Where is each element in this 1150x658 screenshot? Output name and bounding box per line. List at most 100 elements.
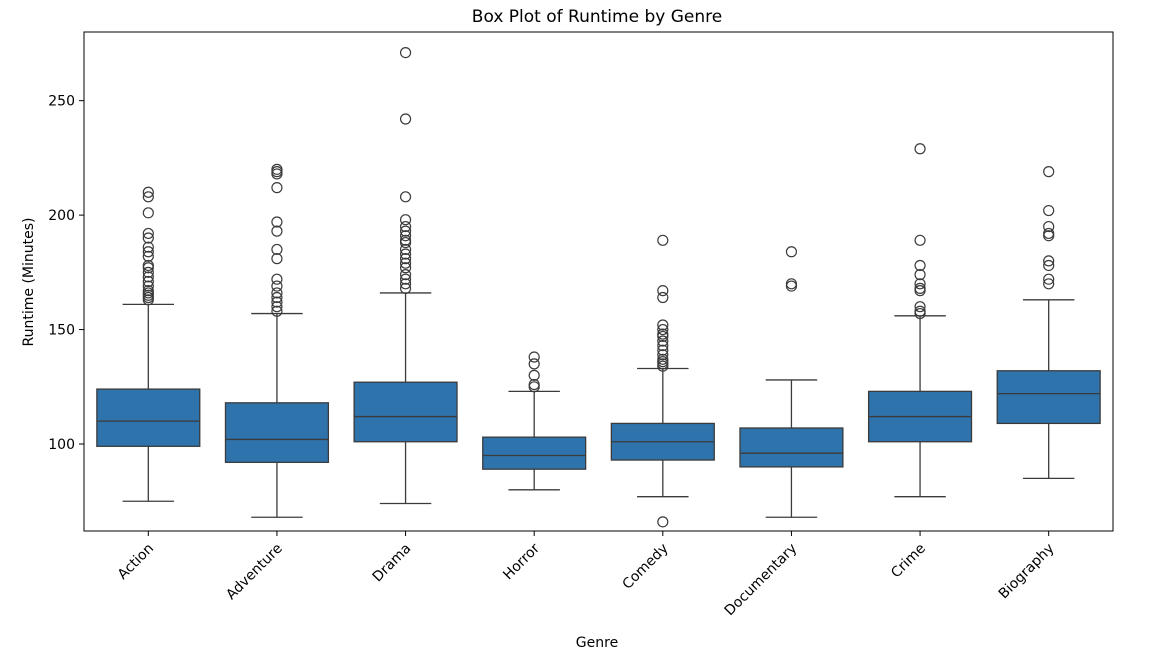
outlier-point — [142, 259, 154, 272]
outlier-point — [399, 191, 412, 203]
outlier-point — [528, 351, 540, 363]
outlier-point — [399, 225, 412, 237]
x-tick-label: Horror — [500, 540, 543, 583]
outlier-point — [914, 282, 926, 294]
box-group-biography — [996, 166, 1101, 480]
iqr-box — [96, 388, 201, 447]
outlier-point — [142, 285, 154, 297]
outlier-point — [914, 278, 926, 290]
outlier-point — [142, 246, 154, 258]
outlier-point — [271, 280, 283, 292]
outlier-point — [657, 234, 669, 246]
outlier-point — [657, 328, 669, 340]
x-tick-label: Drama — [370, 541, 415, 586]
iqr-box — [482, 436, 587, 470]
outlier-point — [785, 246, 798, 258]
box-group-comedy — [610, 234, 715, 528]
plot-frame — [83, 31, 1114, 532]
outlier-point — [142, 207, 154, 219]
outlier-point — [399, 234, 412, 246]
outlier-point — [657, 516, 669, 528]
y-tick-label: 200 — [48, 208, 75, 224]
outlier-point — [271, 225, 283, 237]
outlier-point — [271, 182, 283, 194]
outlier-point — [1043, 230, 1055, 242]
outlier-point — [399, 282, 412, 294]
outlier-point — [528, 369, 540, 381]
outlier-point — [1043, 259, 1055, 272]
iqr-box — [353, 381, 458, 443]
outlier-point — [914, 305, 926, 317]
iqr-box — [224, 402, 330, 463]
outlier-point — [271, 163, 283, 175]
outlier-point — [1043, 227, 1055, 240]
outlier-point — [399, 248, 412, 260]
outlier-point — [657, 285, 669, 297]
outlier-point — [657, 339, 669, 352]
chart-title: Box Plot of Runtime by Genre — [472, 7, 722, 27]
outlier-point — [914, 259, 926, 272]
outlier-point — [399, 253, 412, 265]
outlier-point — [1043, 204, 1055, 217]
outlier-point — [142, 232, 154, 244]
x-tick-label: Biography — [996, 541, 1058, 603]
outlier-point — [271, 296, 283, 308]
outlier-point — [657, 323, 669, 336]
outlier-point — [271, 291, 283, 304]
outlier-point — [657, 349, 669, 361]
outlier-point — [399, 214, 412, 226]
outlier-point — [399, 269, 412, 281]
outlier-point — [399, 113, 412, 125]
x-tick-label: Crime — [888, 541, 929, 582]
outlier-point — [399, 220, 412, 233]
box-group-crime — [867, 143, 973, 498]
outlier-point — [657, 353, 669, 365]
outlier-point — [657, 291, 669, 304]
outlier-point — [142, 186, 154, 198]
outlier-point — [914, 269, 926, 281]
outlier-point — [399, 262, 412, 274]
outlier-point — [399, 257, 412, 269]
box-group-action — [96, 186, 201, 502]
iqr-box — [996, 370, 1101, 425]
outlier-point — [914, 301, 926, 313]
outlier-point — [914, 143, 926, 155]
outlier-point — [271, 287, 283, 299]
outlier-point — [142, 227, 154, 240]
outlier-point — [142, 191, 154, 203]
outlier-point — [914, 234, 926, 246]
box-group-adventure — [224, 163, 330, 518]
outlier-point — [142, 241, 154, 253]
x-tick-label: Action — [115, 541, 157, 583]
outlier-point — [271, 166, 283, 178]
box-group-drama — [353, 47, 458, 505]
outlier-point — [1043, 220, 1055, 233]
outlier-point — [528, 381, 540, 393]
outlier-point — [142, 280, 154, 292]
outlier-point — [399, 273, 412, 285]
outlier-point — [657, 335, 669, 347]
outlier-point — [271, 253, 283, 265]
outlier-point — [142, 275, 154, 288]
y-axis-label: Runtime (Minutes) — [21, 218, 37, 347]
iqr-box — [739, 427, 844, 468]
outlier-point — [271, 301, 283, 313]
x-tick-label: Documentary — [722, 541, 801, 620]
outlier-point — [1043, 273, 1055, 285]
outlier-point — [657, 344, 669, 356]
outlier-point — [1043, 255, 1055, 267]
outlier-point — [399, 47, 412, 59]
outlier-point — [271, 273, 283, 285]
outlier-point — [528, 358, 540, 370]
outlier-point — [142, 250, 154, 262]
outlier-point — [657, 319, 669, 331]
outlier-point — [399, 278, 412, 290]
outlier-point — [271, 305, 283, 317]
plot-area — [96, 47, 1101, 528]
y-tick-label: 150 — [48, 323, 75, 339]
box-group-documentary — [739, 246, 844, 518]
x-tick-label: Comedy — [619, 541, 671, 593]
outlier-point — [142, 266, 154, 278]
outlier-point — [142, 271, 154, 283]
